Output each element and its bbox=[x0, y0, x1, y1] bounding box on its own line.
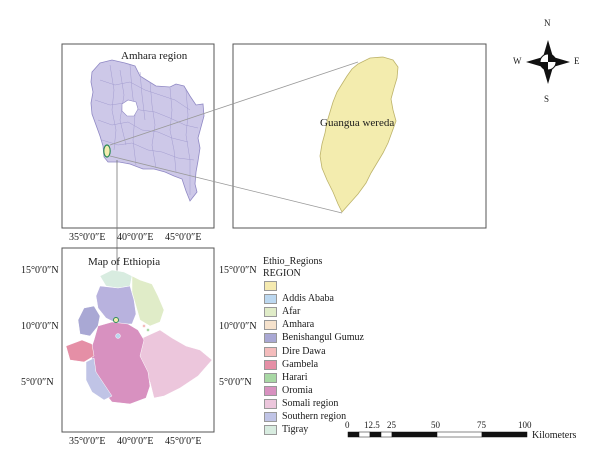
left-lat-label-5: 5°0′0″N bbox=[21, 377, 54, 388]
legend-label: Somali region bbox=[282, 397, 339, 409]
legend-swatch bbox=[264, 385, 277, 396]
bottom-axis-label-40: 40°0′0″E bbox=[117, 436, 154, 447]
north-arrow-label-e: E bbox=[574, 56, 580, 66]
legend-swatch bbox=[264, 412, 277, 422]
region-addis bbox=[115, 333, 121, 339]
legend-label: Afar bbox=[282, 306, 301, 318]
left-lat-label-15: 15°0′0″N bbox=[21, 265, 59, 276]
legend-swatch bbox=[264, 320, 277, 331]
connector-line-top bbox=[109, 61, 359, 146]
region-southern bbox=[85, 357, 113, 401]
ethiopia-panel-frame bbox=[61, 247, 215, 433]
legend-label: Benishangul Gumuz bbox=[282, 332, 364, 344]
region-afar bbox=[131, 275, 165, 327]
legend-label: Harari bbox=[282, 371, 308, 383]
region-gambela bbox=[65, 339, 95, 363]
right-lat-label-5: 5°0′0″N bbox=[219, 377, 252, 388]
connector-line-bottom bbox=[109, 155, 343, 214]
top-axis-label-45: 45°0′0″E bbox=[165, 232, 202, 243]
legend-label: Oromia bbox=[282, 384, 313, 396]
scale-tick-100: 100 bbox=[518, 420, 532, 430]
north-arrow-label-s: S bbox=[544, 94, 550, 104]
zoom-panel-frame bbox=[232, 43, 487, 229]
region-benishangul bbox=[77, 305, 101, 337]
scale-bar bbox=[347, 431, 528, 438]
amhara-district-lines bbox=[94, 64, 199, 195]
legend-label: Dire Dawa bbox=[282, 345, 326, 357]
legend-swatch bbox=[264, 281, 277, 291]
scale-unit: Kilometers bbox=[532, 430, 577, 441]
right-lat-label-15: 15°0′0″N bbox=[219, 265, 257, 276]
legend-swatch bbox=[264, 333, 277, 344]
scale-tick-75: 75 bbox=[477, 420, 486, 430]
legend-swatch bbox=[264, 307, 277, 318]
legend-swatch bbox=[264, 425, 277, 436]
scale-tick-25: 25 bbox=[387, 420, 396, 430]
guangua-locator-amhara bbox=[103, 144, 111, 158]
north-arrow-label-w: W bbox=[513, 56, 522, 66]
guangua-locator-ethiopia bbox=[113, 317, 119, 323]
left-lat-label-10: 10°0′0″N bbox=[21, 321, 59, 332]
amhara-panel-frame bbox=[61, 43, 215, 229]
amhara-panel-title: Amhara region bbox=[121, 50, 188, 62]
guangua-title: Guangua wereda bbox=[320, 117, 395, 129]
legend-subtitle: REGION bbox=[263, 268, 301, 279]
scale-tick-0: 0 bbox=[345, 420, 350, 430]
north-arrow-label-n: N bbox=[544, 18, 551, 28]
top-axis-label-40: 40°0′0″E bbox=[117, 232, 154, 243]
north-arrow bbox=[526, 40, 570, 84]
guangua-wereda-shape bbox=[319, 56, 399, 213]
right-lat-label-10: 10°0′0″N bbox=[219, 321, 257, 332]
legend-swatch bbox=[264, 398, 277, 409]
legend-swatch bbox=[264, 294, 277, 305]
region-tigray bbox=[99, 269, 133, 289]
region-dire-dawa bbox=[142, 324, 146, 328]
scale-tick-50: 50 bbox=[431, 420, 440, 430]
ethiopia-panel-title: Map of Ethiopia bbox=[88, 256, 161, 268]
bottom-axis-label-35: 35°0′0″E bbox=[69, 436, 106, 447]
legend-title: Ethio_Regions bbox=[263, 256, 323, 267]
legend-label: Gambela bbox=[282, 358, 319, 370]
legend-label: Southern region bbox=[282, 411, 347, 422]
legend-swatch bbox=[264, 372, 277, 383]
ethiopia-regions bbox=[65, 269, 213, 405]
scale-tick-12-5: 12.5 bbox=[364, 420, 380, 430]
legend-swatch bbox=[264, 359, 277, 370]
legend-label: Addis Ababa bbox=[282, 293, 334, 305]
lake-tana bbox=[121, 99, 139, 117]
region-harari bbox=[146, 328, 150, 332]
legend-swatch bbox=[264, 346, 277, 357]
legend-label: Tigray bbox=[282, 424, 309, 436]
top-axis-label-35: 35°0′0″E bbox=[69, 232, 106, 243]
region-amhara bbox=[95, 285, 137, 325]
legend-label: Amhara bbox=[282, 319, 315, 331]
bottom-axis-label-45: 45°0′0″E bbox=[165, 436, 202, 447]
